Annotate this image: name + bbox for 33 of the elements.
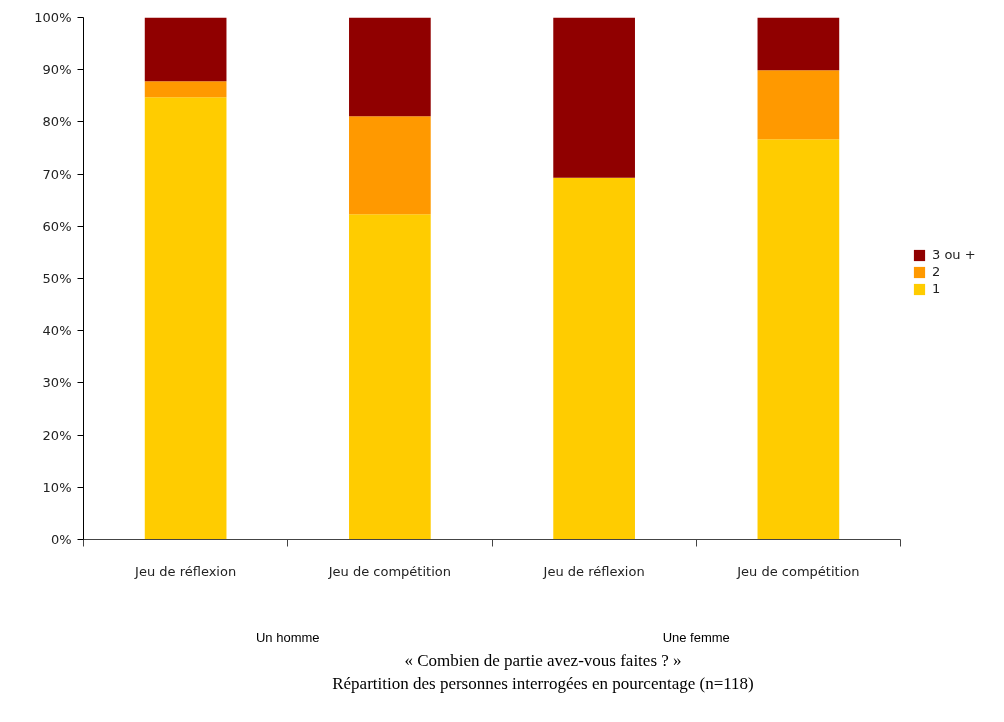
bar	[349, 116, 431, 215]
y-tick-label: 60%	[42, 218, 72, 234]
text: « Combien de partie avez-vous faites ? »	[404, 650, 682, 670]
y-tick-label: 0%	[50, 532, 72, 547]
bar	[144, 81, 227, 98]
bar	[144, 17, 227, 82]
text: Un homme	[255, 629, 320, 645]
legend-label: 2	[932, 264, 942, 279]
legend-label: 3 ou +	[932, 247, 976, 262]
y-tick-label: 90%	[42, 62, 72, 78]
bar	[144, 97, 227, 540]
x-tick-label: Jeu de réflexion	[542, 563, 645, 579]
bar	[757, 70, 840, 140]
y-tick-label: 70%	[42, 166, 72, 182]
y-tick-label: 100%	[34, 10, 72, 25]
x-tick-label: Jeu de compétition	[327, 563, 451, 579]
bar	[757, 17, 840, 71]
y-tick-label: 30%	[42, 375, 72, 391]
y-tick-label: 20%	[42, 427, 72, 443]
x-tick-label: Jeu de réflexion	[134, 563, 237, 579]
y-tick-label: 40%	[42, 323, 72, 339]
bar	[349, 17, 431, 117]
bar	[757, 139, 840, 540]
bar	[349, 214, 431, 540]
bar	[553, 177, 635, 540]
y-tick-label: 10%	[42, 479, 72, 495]
y-tick-label: 80%	[42, 114, 72, 130]
text: Répartition des personnes interrogées en pourcentage (n=118)	[332, 673, 754, 693]
legend-label: 1	[932, 281, 942, 296]
x-tick-label: Jeu de compétition	[736, 563, 860, 579]
text: Une femme	[662, 629, 730, 645]
bar	[553, 17, 635, 178]
y-tick-label: 50%	[42, 271, 72, 286]
